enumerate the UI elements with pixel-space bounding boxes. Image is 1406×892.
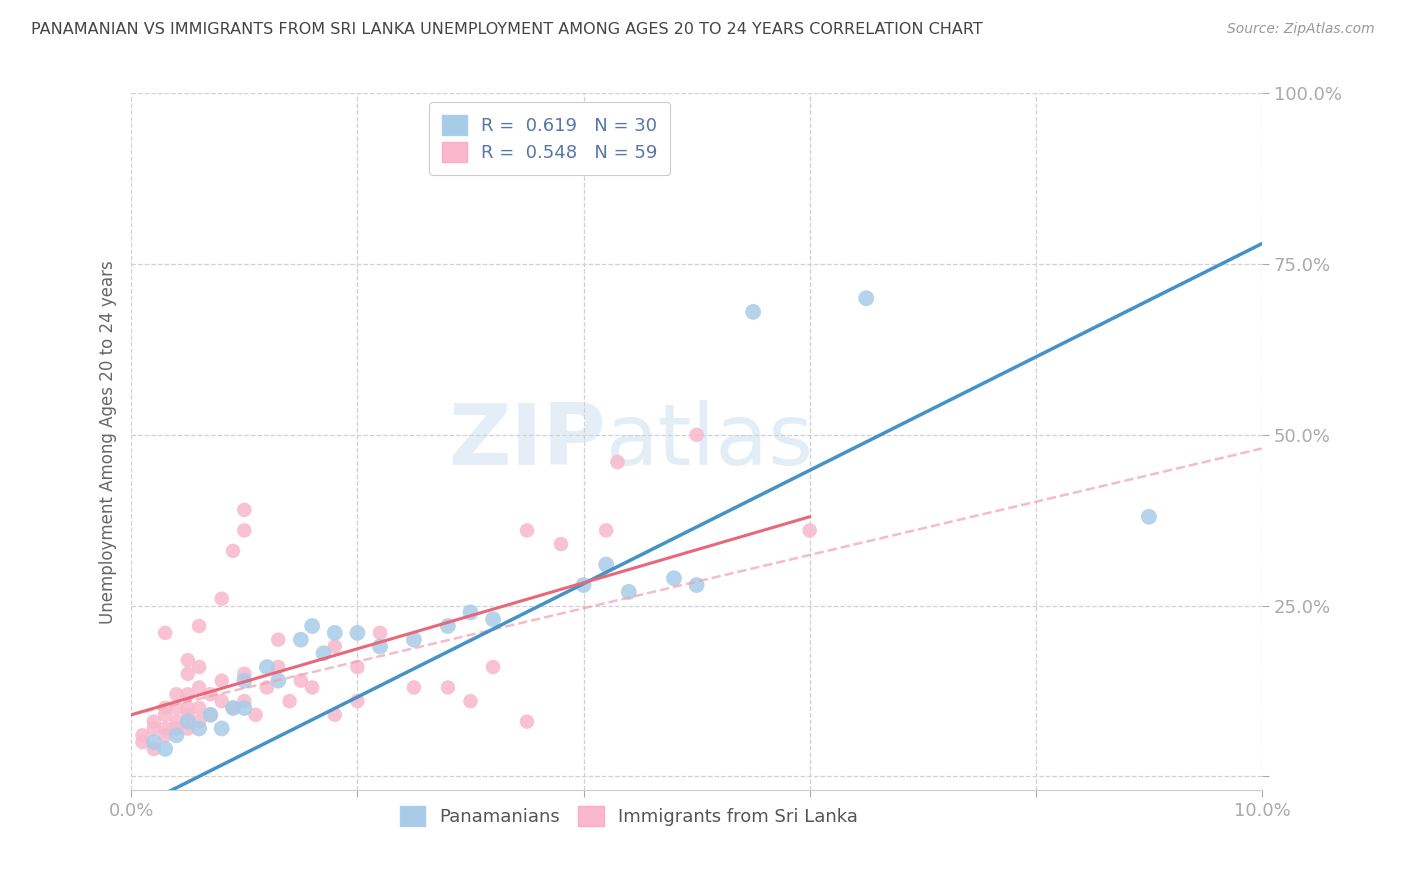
Point [222,701,245,715]
Point [200,707,222,722]
Point [142,735,165,749]
Point [153,742,176,756]
Point [233,503,256,517]
Point [233,673,256,688]
Point [142,742,165,756]
Text: PANAMANIAN VS IMMIGRANTS FROM SRI LANKA UNEMPLOYMENT AMONG AGES 20 TO 24 YEARS C: PANAMANIAN VS IMMIGRANTS FROM SRI LANKA … [31,22,983,37]
Point [685,427,707,442]
Point [346,694,368,708]
Point [166,722,188,736]
Point [516,524,538,538]
Point [323,640,346,654]
Point [142,714,165,729]
Point [211,591,233,606]
Point [742,305,765,319]
Point [595,558,617,572]
Point [200,687,222,701]
Point [1137,509,1160,524]
Point [233,666,256,681]
Point [233,701,256,715]
Point [617,585,640,599]
Point [460,694,482,708]
Point [211,694,233,708]
Point [662,571,685,585]
Point [482,660,505,674]
Point [267,673,290,688]
Point [177,666,200,681]
Point [855,291,877,305]
Point [301,681,323,695]
Point [188,660,211,674]
Point [572,578,595,592]
Point [685,578,707,592]
Text: Source: ZipAtlas.com: Source: ZipAtlas.com [1227,22,1375,37]
Point [267,632,290,647]
Point [222,544,245,558]
Point [323,707,346,722]
Point [482,612,505,626]
Point [177,687,200,701]
Point [177,714,200,729]
Y-axis label: Unemployment Among Ages 20 to 24 years: Unemployment Among Ages 20 to 24 years [100,260,117,624]
Point [177,701,200,715]
Point [131,728,153,742]
Point [267,660,290,674]
Point [131,735,153,749]
Point [211,722,233,736]
Point [166,728,188,742]
Point [211,673,233,688]
Point [312,646,335,660]
Point [177,707,200,722]
Point [153,701,176,715]
Point [188,701,211,715]
Point [188,714,211,729]
Point [153,722,176,736]
Point [368,625,391,640]
Point [166,701,188,715]
Point [153,728,176,742]
Point [153,707,176,722]
Point [460,606,482,620]
Point [188,619,211,633]
Point [188,681,211,695]
Point [278,694,301,708]
Text: atlas: atlas [606,401,814,483]
Point [437,619,460,633]
Point [166,687,188,701]
Point [290,632,312,647]
Point [437,681,460,695]
Point [323,625,346,640]
Legend: Panamanians, Immigrants from Sri Lanka: Panamanians, Immigrants from Sri Lanka [392,799,865,833]
Point [142,722,165,736]
Point [200,707,222,722]
Text: ZIP: ZIP [449,401,606,483]
Point [256,681,278,695]
Point [799,524,821,538]
Point [245,707,267,722]
Point [606,455,628,469]
Point [550,537,572,551]
Point [402,632,425,647]
Point [301,619,323,633]
Point [233,524,256,538]
Point [516,714,538,729]
Point [368,640,391,654]
Point [153,625,176,640]
Point [166,714,188,729]
Point [595,524,617,538]
Point [233,694,256,708]
Point [346,625,368,640]
Point [222,701,245,715]
Point [402,681,425,695]
Point [346,660,368,674]
Point [290,673,312,688]
Point [177,653,200,667]
Point [256,660,278,674]
Point [177,722,200,736]
Point [188,722,211,736]
